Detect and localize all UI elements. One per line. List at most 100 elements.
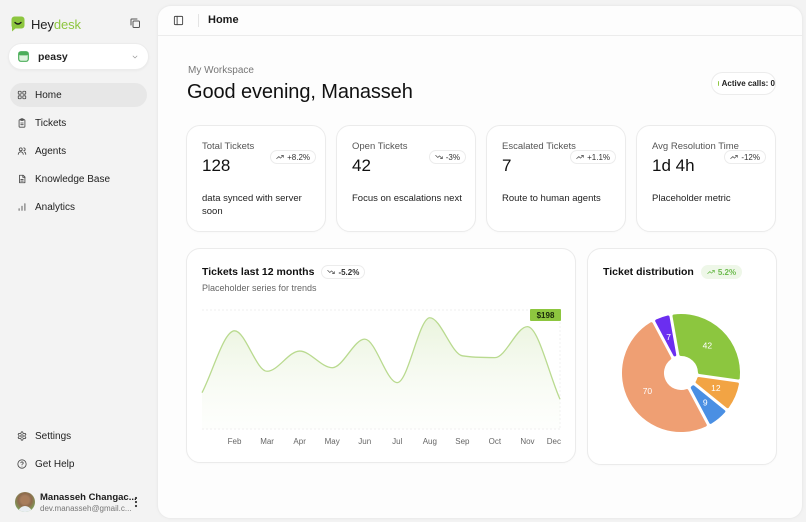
trend-value: -3% — [445, 152, 460, 162]
x-axis-label: Jun — [358, 437, 371, 446]
user-profile[interactable]: Manasseh Changac... dev.manasseh@gmail.c… — [15, 490, 150, 514]
workspace-selector[interactable]: peasy — [8, 43, 149, 70]
trend-line — [201, 317, 561, 400]
trend-value: +8.2% — [287, 152, 310, 162]
chart-title: Tickets last 12 months — [202, 266, 315, 278]
donut-slice[interactable] — [690, 385, 726, 424]
x-axis-label: Feb — [228, 437, 242, 446]
help-circle-icon — [17, 459, 27, 469]
sidebar-item-label: Settings — [35, 430, 72, 442]
chart-title: Ticket distribution — [603, 266, 694, 278]
trending-up-icon — [576, 154, 584, 160]
header-divider — [198, 14, 199, 27]
slice-value-label: 42 — [703, 341, 713, 351]
donut-slice[interactable] — [655, 315, 677, 357]
card-title: Tickets last 12 months -5.2% — [202, 265, 366, 279]
stat-card-total-tickets: Total Tickets 128 +8.2% data synced with… — [186, 125, 326, 232]
brand-logo[interactable]: Hey desk — [11, 15, 81, 33]
sidebar-item-agents[interactable]: Agents — [10, 139, 147, 163]
sidebar-item-tickets[interactable]: Tickets — [10, 111, 147, 135]
top-bar: Home — [158, 6, 802, 36]
stat-title: Total Tickets — [202, 141, 255, 152]
workspace-name: peasy — [38, 50, 68, 63]
stat-value: 1d 4h — [652, 156, 695, 175]
stat-title: Escalated Tickets — [502, 141, 576, 152]
donut-slice[interactable] — [695, 377, 739, 409]
stat-card-open-tickets: Open Tickets 42 -3% Focus on escalations… — [336, 125, 476, 232]
chart-tooltip: $198 — [530, 309, 561, 321]
chevron-down-icon — [132, 55, 138, 59]
copy-button[interactable] — [129, 17, 141, 29]
trend-badge: 5.2% — [700, 265, 743, 279]
stat-description: data synced with server soon — [202, 193, 302, 217]
trend-value: 5.2% — [717, 267, 737, 277]
sidebar-item-knowledge-base[interactable]: Knowledge Base — [10, 167, 147, 191]
x-axis-label: Sep — [455, 437, 470, 446]
slice-value-label: 9 — [703, 397, 708, 407]
stat-description: Focus on escalations next — [352, 193, 462, 204]
stat-title: Avg Resolution Time — [652, 141, 739, 152]
slice-value-label: 12 — [711, 383, 721, 393]
trending-up-icon — [276, 154, 284, 160]
trend-badge: -3% — [428, 150, 466, 164]
sidebar-item-analytics[interactable]: Analytics — [10, 195, 147, 219]
panel-left-icon — [173, 15, 184, 26]
stat-card-escalated-tickets: Escalated Tickets 7 +1.1% Route to human… — [486, 125, 626, 232]
ticket-distribution-donut-chart: 42 129 70 7 — [622, 314, 740, 433]
stat-title: Open Tickets — [352, 141, 408, 152]
copy-icon — [130, 18, 140, 28]
sidebar-item-label: Tickets — [35, 117, 67, 129]
slice-value-label: 70 — [643, 386, 653, 396]
stat-value: 42 — [352, 156, 371, 175]
users-icon — [17, 147, 27, 155]
sidebar-item-label: Analytics — [35, 201, 76, 213]
x-axis-label: Aug — [423, 437, 437, 446]
clipboard-icon — [18, 118, 26, 128]
workspace-icon — [18, 51, 29, 62]
chat-bubble-logo-icon — [11, 16, 25, 32]
donut-slice[interactable] — [672, 314, 740, 380]
x-axis-label: Oct — [489, 437, 502, 446]
stat-description: Placeholder metric — [652, 193, 731, 204]
trend-badge: -5.2% — [321, 265, 366, 279]
trend-badge: +1.1% — [570, 150, 616, 164]
stat-description: Route to human agents — [502, 193, 601, 204]
x-axis-label: Mar — [260, 437, 274, 446]
sidebar-item-label: Home — [35, 89, 62, 101]
avatar — [15, 492, 35, 512]
stat-card-avg-resolution-time: Avg Resolution Time 1d 4h -12% Placehold… — [636, 125, 776, 232]
tickets-area-chart: Feb Mar Apr May Jun Jul Aug Sep Oct Nov Dec — [201, 309, 561, 446]
sidebar-toggle-button[interactable] — [173, 15, 184, 26]
trending-down-icon — [327, 269, 336, 275]
sidebar-item-settings[interactable]: Settings — [10, 424, 147, 448]
sidebar: Hey desk peasy Home Tickets Agents Knowle… — [0, 0, 157, 522]
sidebar-item-get-help[interactable]: Get Help — [10, 452, 147, 476]
x-axis-label: Jul — [392, 437, 402, 446]
user-email: dev.manasseh@gmail.c... — [40, 504, 132, 513]
user-name: Manasseh Changac... — [40, 492, 137, 503]
trend-badge: +8.2% — [270, 150, 316, 164]
trend-badge: -12% — [724, 150, 766, 164]
card-title: Ticket distribution 5.2% — [603, 265, 743, 279]
area-fill — [202, 317, 560, 429]
trend-value: +1.1% — [587, 152, 610, 162]
sidebar-item-label: Agents — [35, 145, 67, 157]
trending-down-icon — [435, 154, 443, 160]
file-text-icon — [19, 174, 26, 184]
sidebar-item-home[interactable]: Home — [10, 83, 147, 107]
sidebar-item-label: Get Help — [35, 458, 75, 470]
workspace-label: My Workspace — [188, 65, 254, 76]
home-grid-icon — [17, 90, 27, 100]
x-axis-label: May — [325, 437, 340, 446]
trending-up-icon — [730, 154, 739, 160]
ticket-distribution-card: 42 12 9 70 7 Ticket distribution 5.2% — [587, 248, 777, 465]
donut-slice[interactable] — [622, 322, 707, 433]
kebab-menu-icon[interactable] — [134, 496, 138, 508]
sidebar-item-label: Knowledge Base — [35, 173, 111, 185]
stat-value: 7 — [502, 156, 512, 175]
trending-up-icon — [707, 269, 715, 275]
x-axis-label: Apr — [293, 437, 306, 446]
bar-chart-icon — [18, 203, 26, 211]
x-axis-label: Nov — [520, 437, 534, 446]
stat-value: 128 — [202, 156, 231, 175]
